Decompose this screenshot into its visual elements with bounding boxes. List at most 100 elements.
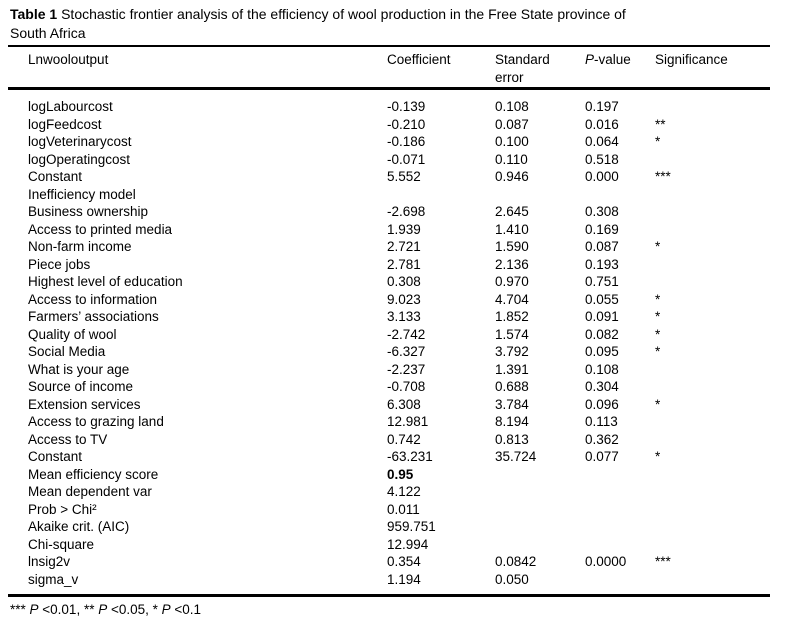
table-row: logFeedcost -0.210 0.087 0.016 **: [8, 116, 770, 134]
coefficient-cell: 6.308: [387, 396, 421, 412]
std-error-cell: 0.110: [495, 151, 528, 167]
table-row: Source of income -0.708 0.688 0.304: [8, 378, 770, 396]
std-error-cell: 3.792: [495, 344, 529, 359]
significance-cell: [655, 570, 770, 597]
std-error-cell: 0.050: [495, 570, 585, 597]
p-value-cell: 0.518: [585, 151, 619, 167]
col-header-p-value: P-value: [585, 45, 655, 90]
p-value-cell: 0.751: [585, 274, 619, 289]
row-label-cell: Business ownership: [28, 204, 149, 219]
table-row: Access to printed media 1.939 1.410 0.169: [8, 221, 770, 239]
table-row: Business ownership -2.698 2.645 0.308: [8, 203, 770, 221]
significance-cell: [655, 221, 770, 239]
significance-cell: *: [655, 291, 661, 307]
p-value-cell: 0.108: [585, 361, 619, 377]
significance-cell: *: [655, 396, 661, 412]
significance-cell: [655, 273, 770, 291]
p-value-cell: 0.095: [585, 344, 619, 359]
coefficient-cell: -0.139: [387, 99, 426, 114]
row-label-cell: Social Media: [28, 344, 106, 359]
row-label-cell: Constant: [28, 449, 83, 464]
p-value-cell: 0.304: [585, 379, 619, 394]
coefficient-cell: -6.327: [387, 344, 426, 359]
coefficient-cell: 0.308: [387, 274, 421, 289]
p-value-cell: 0.082: [585, 326, 619, 342]
coefficient-cell: 0.011: [387, 501, 420, 517]
row-label-cell: Akaike crit. (AIC): [28, 519, 130, 534]
table-row: Prob > Chi² 0.011: [8, 501, 770, 519]
header-row: Lnwooloutput Coefficient Standard error …: [8, 45, 770, 90]
coefficient-cell: 5.552: [387, 169, 421, 184]
p-value-cell: [585, 466, 655, 484]
p-value-cell: [585, 501, 655, 519]
caption-text: Stochastic frontier analysis of the effi…: [57, 6, 626, 22]
std-error-cell: 35.724: [495, 449, 537, 464]
caption-table-number: Table 1: [10, 6, 58, 22]
row-label-cell: Extension services: [28, 396, 141, 412]
coefficient-cell: 0.354: [387, 554, 421, 569]
table-row: logVeterinarycost -0.186 0.100 0.064 *: [8, 133, 770, 151]
p-value-cell: [585, 536, 655, 554]
coefficient-cell: 4.122: [387, 484, 421, 499]
caption-line-2: South Africa: [10, 25, 86, 41]
table-row: Inefficiency model: [8, 186, 770, 204]
coefficient-cell: 2.781: [387, 256, 421, 272]
std-error-cell: 0.813: [495, 431, 529, 447]
coefficient-cell: -0.708: [387, 379, 426, 394]
p-value-cell: 0.077: [585, 449, 619, 464]
significance-cell: [655, 431, 770, 449]
row-label-cell: Access to TV: [28, 431, 108, 447]
table-row: logOperatingcost -0.071 0.110 0.518: [8, 151, 770, 169]
row-label-cell: Mean efficiency score: [28, 466, 159, 482]
coefficient-cell: -2.698: [387, 204, 426, 219]
p-value-cell: 0.091: [585, 309, 619, 324]
table-body: logLabourcost -0.139 0.108 0.197 logFeedcost…: [8, 89, 770, 597]
significance-cell: [655, 466, 770, 484]
std-error-cell: 1.590: [495, 239, 529, 254]
std-error-cell: 1.391: [495, 361, 529, 377]
std-error-cell: 0.946: [495, 169, 529, 184]
table-caption: Table 1 Stochastic frontier analysis of …: [10, 5, 782, 43]
coefficient-cell: -0.186: [387, 134, 426, 149]
col-header-significance: Significance: [655, 45, 770, 90]
coefficient-cell: 959.751: [387, 519, 436, 534]
row-label-cell: Non-farm income: [28, 239, 132, 254]
row-label-cell: Source of income: [28, 379, 134, 394]
table-row: What is your age -2.237 1.391 0.108: [8, 361, 770, 379]
table-row: Access to information 9.023 4.704 0.055 *: [8, 291, 770, 309]
significance-cell: **: [655, 116, 666, 132]
table-row: Access to grazing land 12.981 8.194 0.113: [8, 413, 770, 431]
table-row: Access to TV 0.742 0.813 0.362: [8, 431, 770, 449]
coefficient-cell: 0.742: [387, 431, 421, 447]
std-error-cell: 4.704: [495, 291, 529, 307]
row-label-cell: lnsig2v: [28, 554, 71, 569]
coefficient-cell: -2.742: [387, 326, 426, 342]
std-error-cell: [495, 536, 585, 554]
row-label-cell: sigma_v: [8, 570, 387, 597]
p-value-cell: 0.096: [585, 396, 619, 412]
row-label-cell: Prob > Chi²: [28, 501, 97, 517]
table-row: Extension services 6.308 3.784 0.096 *: [8, 396, 770, 414]
coefficient-cell: -0.071: [387, 151, 426, 167]
p-value-cell: [585, 483, 655, 501]
row-label-cell: Highest level of education: [28, 274, 183, 289]
col-header-coefficient: Coefficient: [387, 45, 495, 90]
coefficient-cell: -2.237: [387, 361, 426, 377]
coefficient-cell: 0.95: [387, 466, 414, 482]
table-row: Akaike crit. (AIC) 959.751: [8, 518, 770, 536]
significance-cell: *: [655, 326, 661, 342]
std-error-cell: 0.0842: [495, 554, 537, 569]
row-label-cell: logOperatingcost: [28, 151, 131, 167]
row-label-cell: logFeedcost: [28, 116, 102, 132]
significance-cell: [655, 536, 770, 554]
row-label-cell: Access to information: [28, 291, 158, 307]
significance-cell: *: [655, 344, 661, 359]
p-value-cell: [585, 518, 655, 536]
significance-cell: [655, 151, 770, 169]
row-label-cell: Constant: [28, 169, 83, 184]
table-row: Mean efficiency score 0.95: [8, 466, 770, 484]
std-error-cell: [495, 466, 585, 484]
row-label-cell: Quality of wool: [28, 326, 117, 342]
std-error-cell: [495, 501, 585, 519]
